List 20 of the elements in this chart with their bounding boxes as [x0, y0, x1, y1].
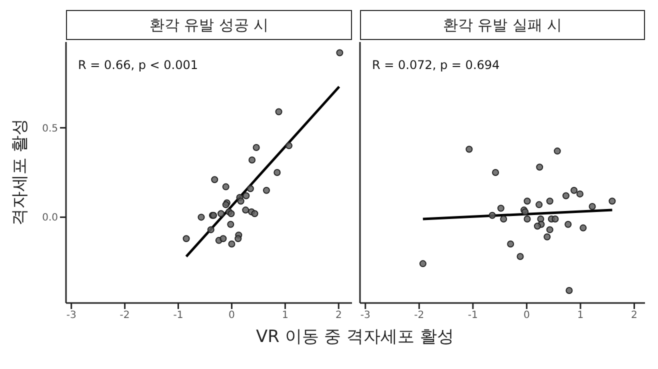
y-tick-label: 0.0 — [42, 212, 58, 224]
annotation: R = 0.66, p < 0.001 — [78, 58, 198, 72]
x-tick-label: 0 — [228, 310, 235, 322]
x-tick-label: -1 — [173, 310, 184, 322]
x-tick-label: 2 — [631, 310, 638, 322]
x-tick-label: 1 — [282, 310, 288, 322]
chart-title: 환각 유발 성공 시 — [66, 10, 352, 40]
x-tick-label: -2 — [414, 310, 424, 322]
x-tick-label: -2 — [120, 310, 130, 322]
chart-title: 환각 유발 실패 시 — [360, 10, 645, 40]
x-tick-label: 2 — [335, 310, 342, 322]
x-tick-label: -3 — [360, 310, 370, 322]
x-tick-label: -3 — [66, 310, 76, 322]
x-tick-label: -1 — [468, 310, 478, 322]
x-axis-title: VR 이동 중 격자세포 활성 — [254, 326, 456, 348]
y-tick-label: 0.5 — [42, 123, 58, 134]
y-axis-title: 격자세포 활성 — [9, 117, 30, 228]
x-tick-label: 1 — [577, 310, 584, 322]
annotation: R = 0.072, p = 0.694 — [372, 58, 500, 72]
x-tick-label: 0 — [524, 310, 530, 322]
